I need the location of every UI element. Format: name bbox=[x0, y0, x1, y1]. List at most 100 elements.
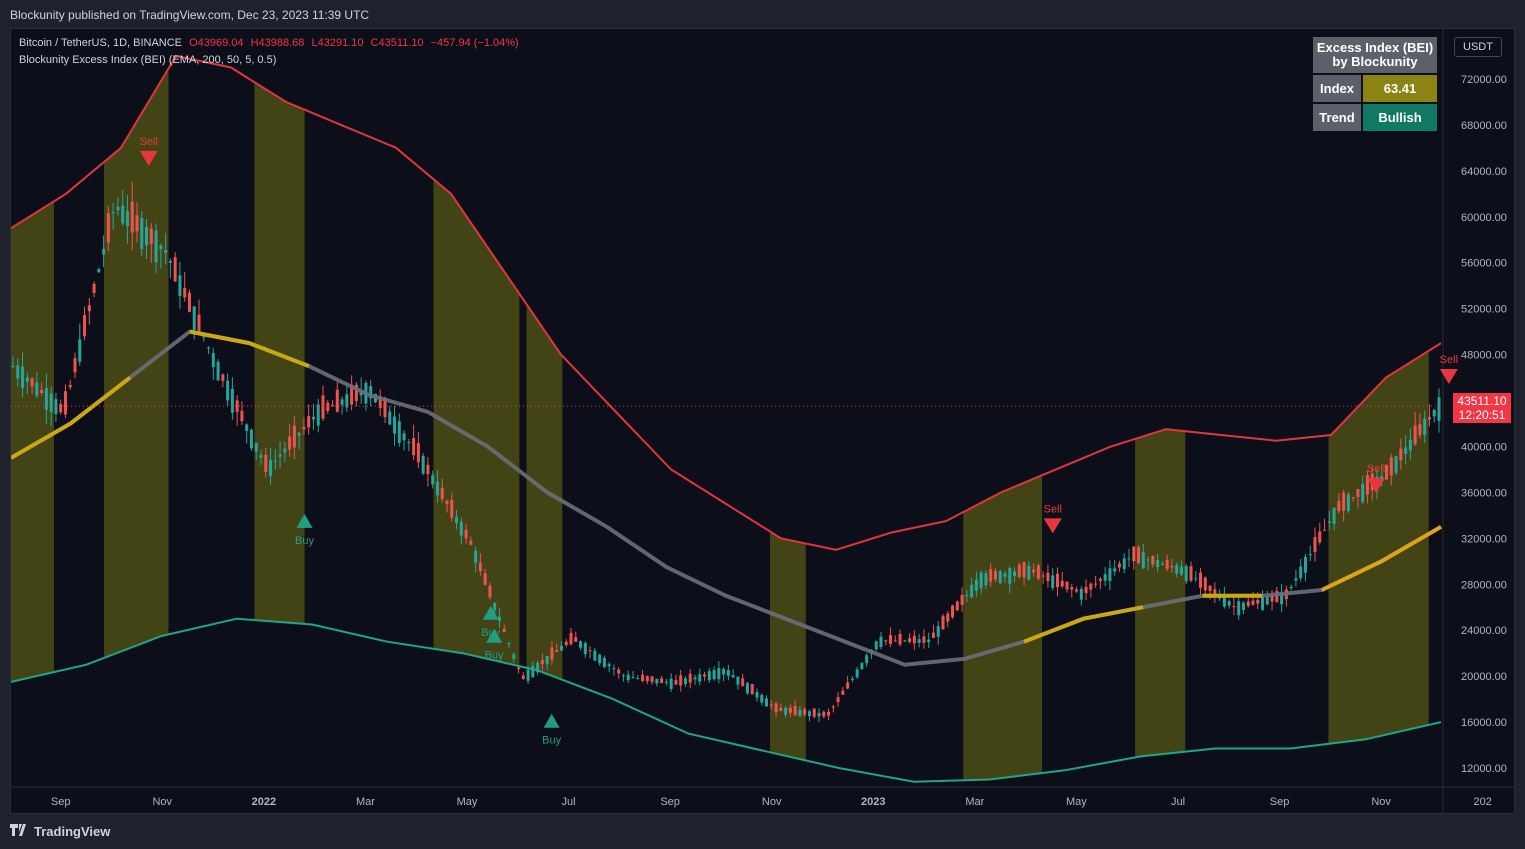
candle-body bbox=[521, 675, 525, 679]
candle-body bbox=[931, 632, 935, 638]
upper-band-line bbox=[11, 54, 1442, 551]
candle-body bbox=[559, 645, 563, 651]
candle-body bbox=[207, 347, 211, 349]
candle-body bbox=[1261, 595, 1265, 610]
buy-signal-arrow bbox=[486, 628, 503, 643]
buy-signal-arrow bbox=[296, 513, 313, 528]
candle-body bbox=[1380, 476, 1384, 480]
candle-body bbox=[798, 709, 802, 716]
candle-body bbox=[889, 635, 893, 644]
sell-signal-label: Sell bbox=[1440, 354, 1458, 366]
candle-body bbox=[807, 711, 811, 717]
candle-body bbox=[540, 660, 544, 665]
candle-body bbox=[979, 572, 983, 589]
candle-body bbox=[998, 570, 1002, 583]
candle-body bbox=[1408, 439, 1412, 451]
price-chart[interactable]: 72000.00 68000.00 64000.00 60000.00 56000.00… bbox=[11, 29, 1515, 814]
candle-body bbox=[1294, 578, 1298, 581]
candle-body bbox=[402, 433, 406, 441]
candle-body bbox=[83, 315, 87, 337]
candle-body bbox=[1165, 559, 1169, 569]
candle-body bbox=[602, 658, 606, 668]
candle-body bbox=[679, 675, 683, 686]
lower-band-line bbox=[11, 617, 1442, 783]
candle-body bbox=[536, 662, 540, 673]
candle-body bbox=[874, 641, 878, 650]
publish-info: Blockunity published on TradingView.com,… bbox=[10, 8, 370, 22]
sell-signal-arrow bbox=[1439, 369, 1458, 385]
candle-body bbox=[78, 339, 82, 362]
price-tick-label: 28000.00 bbox=[1461, 579, 1507, 591]
candle-body bbox=[960, 594, 964, 605]
candle-body bbox=[1346, 494, 1350, 512]
time-tick-label: Jul bbox=[562, 796, 576, 808]
candle-body bbox=[993, 570, 997, 580]
candle-body bbox=[1194, 578, 1198, 580]
candle-body bbox=[326, 402, 330, 412]
time-tick-label: Nov bbox=[1371, 796, 1391, 808]
candle-body bbox=[750, 684, 754, 695]
candle-body bbox=[297, 432, 301, 436]
candle-body bbox=[149, 228, 153, 244]
candle-body bbox=[254, 443, 258, 452]
open-value: O43969.04 bbox=[189, 37, 244, 49]
indicator-label[interactable]: Blockunity Excess Index (BEI) (EMA, 200,… bbox=[19, 54, 277, 66]
candle-body bbox=[607, 664, 611, 667]
candle-body bbox=[1389, 457, 1393, 476]
candle-body bbox=[278, 454, 282, 457]
candle-body bbox=[135, 215, 139, 232]
candle-body bbox=[264, 454, 268, 473]
candle-body bbox=[755, 692, 759, 698]
indicator-legend[interactable]: Blockunity Excess Index (BEI) (EMA, 200,… bbox=[19, 52, 519, 69]
candle-body bbox=[478, 562, 482, 571]
candle-body bbox=[1013, 571, 1017, 577]
candle-body bbox=[421, 455, 425, 474]
candle-body bbox=[1323, 529, 1327, 531]
candle-body bbox=[660, 678, 664, 684]
candle-body bbox=[1404, 447, 1408, 454]
candle-body bbox=[583, 643, 587, 655]
price-tick-label: 52000.00 bbox=[1461, 304, 1507, 316]
candle-body bbox=[87, 305, 91, 312]
candle-body bbox=[779, 707, 783, 712]
candle-body bbox=[636, 677, 640, 679]
candle-body bbox=[168, 260, 172, 263]
candle-body bbox=[760, 694, 764, 703]
candle-body bbox=[1089, 583, 1093, 590]
candle-body bbox=[316, 404, 320, 426]
buy-signal-label: Buy bbox=[542, 735, 561, 747]
price-tick-label: 36000.00 bbox=[1461, 487, 1507, 499]
candle-body bbox=[1351, 497, 1355, 499]
time-tick-label: Nov bbox=[152, 796, 172, 808]
symbol-label[interactable]: Bitcoin / TetherUS, 1D, BINANCE bbox=[19, 37, 183, 49]
candle-body bbox=[1232, 606, 1236, 608]
candle-body bbox=[269, 460, 273, 477]
tradingview-brand[interactable]: TradingView bbox=[10, 824, 110, 839]
currency-selector[interactable]: USDT bbox=[1454, 37, 1502, 57]
candle-body bbox=[92, 283, 96, 294]
candle-body bbox=[579, 641, 583, 648]
price-tick-label: 72000.00 bbox=[1461, 74, 1507, 86]
trend-label: Trend bbox=[1313, 104, 1361, 131]
candle-body bbox=[1413, 425, 1417, 445]
sell-signal-arrow bbox=[139, 150, 158, 166]
candle-body bbox=[311, 416, 315, 420]
candle-body bbox=[73, 358, 77, 373]
candle-body bbox=[564, 641, 568, 645]
chart-pane[interactable]: 72000.00 68000.00 64000.00 60000.00 56000.00… bbox=[10, 28, 1515, 814]
candle-body bbox=[531, 665, 535, 678]
candle-body bbox=[350, 384, 354, 405]
publish-header: Blockunity published on TradingView.com,… bbox=[0, 0, 1525, 28]
candle-body bbox=[369, 386, 373, 399]
candle-body bbox=[164, 250, 168, 253]
time-tick-label: Nov bbox=[762, 796, 782, 808]
candle-body bbox=[450, 500, 454, 518]
price-tick-label: 24000.00 bbox=[1461, 625, 1507, 637]
candle-body bbox=[1213, 589, 1217, 595]
candle-body bbox=[1127, 558, 1131, 560]
candle-body bbox=[1108, 568, 1112, 582]
candle-body bbox=[951, 605, 955, 618]
candle-body bbox=[1418, 424, 1422, 436]
candle-body bbox=[974, 579, 978, 591]
candle-body bbox=[35, 382, 39, 396]
